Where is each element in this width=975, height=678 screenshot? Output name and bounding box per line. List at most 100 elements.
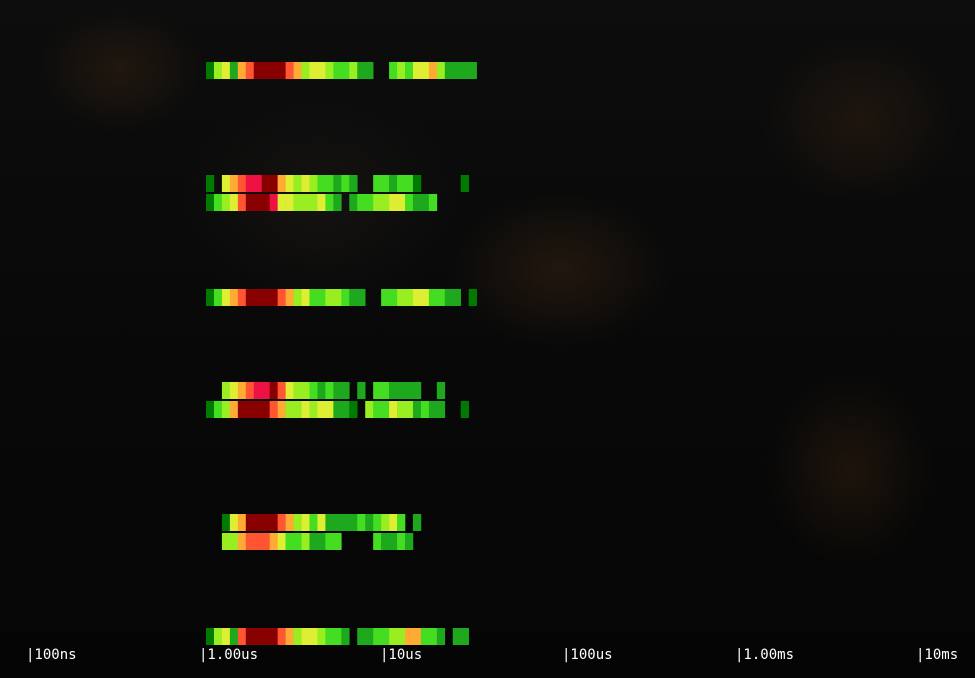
heatmap-row	[206, 175, 469, 211]
heatmap-cell	[237, 533, 247, 550]
heatmap-cell	[293, 175, 302, 192]
heatmap-cell	[365, 514, 374, 531]
heatmap-cell	[253, 382, 263, 399]
heatmap-cell	[357, 382, 366, 399]
heatmap-cell	[381, 628, 390, 645]
heatmap-cell	[237, 514, 247, 531]
heatmap-cell	[245, 514, 255, 531]
heatmap-cell	[405, 62, 414, 79]
heatmap-cell	[269, 628, 278, 645]
heatmap-cell	[357, 62, 366, 79]
heatmap-cell	[389, 533, 398, 550]
heatmap-cell	[389, 514, 398, 531]
heatmap-cell	[277, 175, 286, 192]
heatmap-cell	[381, 175, 390, 192]
heatmap-cell	[261, 514, 270, 531]
heatmap-cell	[309, 533, 318, 550]
heatmap-cell	[468, 62, 477, 79]
heatmap-cell	[333, 533, 342, 550]
heatmap-cell	[373, 533, 382, 550]
heatmap-cell	[229, 628, 239, 645]
heatmap-cell	[277, 533, 286, 550]
heatmap-cell	[365, 62, 374, 79]
heatmap-cell	[412, 289, 422, 306]
heatmap-cell	[341, 628, 350, 645]
heatmap-cell	[452, 628, 462, 645]
heatmap-cell	[373, 628, 382, 645]
heatmap-cell	[237, 401, 247, 418]
heatmap-cell	[397, 533, 406, 550]
heatmap-cell	[206, 175, 215, 192]
heatmap-cell	[420, 628, 430, 645]
heatmap-cell	[301, 514, 310, 531]
heatmap-cell	[269, 514, 278, 531]
heatmap-cell	[317, 194, 326, 211]
heatmap-cell	[285, 628, 294, 645]
heatmap-cell	[412, 401, 422, 418]
heatmap-cell	[412, 514, 422, 531]
heatmap-cell	[365, 628, 374, 645]
heatmap-cell	[221, 533, 231, 550]
heatmap-cell	[428, 628, 438, 645]
heatmap-cell	[261, 194, 270, 211]
heatmap-cell	[389, 289, 398, 306]
heatmap-cell	[245, 175, 255, 192]
heatmap-cell	[405, 175, 414, 192]
heatmap-cell	[436, 382, 446, 399]
heatmap-cell	[428, 401, 438, 418]
heatmap-cell	[229, 62, 239, 79]
heatmap-cell	[277, 382, 286, 399]
heatmap-cell	[317, 628, 326, 645]
heatmap-cell	[397, 514, 406, 531]
heatmap-cell	[245, 628, 255, 645]
heatmap-cell	[365, 194, 374, 211]
heatmap-row	[206, 628, 469, 645]
heatmap-cell	[285, 289, 294, 306]
heatmap-cell	[301, 628, 310, 645]
heatmap-cell	[405, 628, 414, 645]
heatmap-cell	[293, 401, 302, 418]
heatmap-cell	[357, 289, 366, 306]
heatmap-cell	[349, 401, 358, 418]
heatmap-cell	[373, 514, 382, 531]
heatmap-cell	[460, 175, 469, 192]
heatmap-cell	[428, 62, 438, 79]
heatmap-cell	[460, 628, 469, 645]
heatmap-cell	[389, 194, 398, 211]
heatmap-cell	[373, 401, 382, 418]
heatmap-cell	[317, 514, 326, 531]
heatmap-cell	[325, 382, 334, 399]
heatmap-cell	[420, 401, 430, 418]
heatmap-cell	[269, 194, 278, 211]
heatmap-cell	[245, 401, 255, 418]
heatmap-cell	[381, 533, 390, 550]
heatmap-cell	[229, 533, 239, 550]
heatmap-cell	[405, 194, 414, 211]
heatmap-cell	[253, 62, 263, 79]
heatmap-cell	[325, 533, 334, 550]
heatmap-cell	[301, 533, 310, 550]
heatmap-cell	[245, 533, 255, 550]
heatmap-cell	[381, 289, 390, 306]
heatmap-cell	[293, 628, 302, 645]
heatmap-cell	[397, 289, 406, 306]
heatmap-cell	[301, 62, 310, 79]
heatmap-cell	[309, 514, 318, 531]
heatmap-cell	[325, 175, 334, 192]
heatmap-cell	[213, 62, 223, 79]
heatmap-cell	[301, 194, 310, 211]
heatmap-cell	[301, 175, 310, 192]
heatmap-cell	[261, 401, 270, 418]
heatmap-cell	[237, 62, 247, 79]
heatmap-cell	[333, 401, 342, 418]
heatmap-cell	[206, 401, 215, 418]
heatmap-cell	[261, 382, 270, 399]
heatmap-cell	[229, 289, 239, 306]
heatmap-cell	[405, 533, 414, 550]
heatmap-cell	[444, 289, 454, 306]
heatmap-cell	[373, 382, 382, 399]
heatmap-cell	[317, 382, 326, 399]
heatmap-cell	[309, 382, 318, 399]
x-tick-label: |10ms	[916, 647, 959, 663]
heatmap-cell	[309, 289, 318, 306]
